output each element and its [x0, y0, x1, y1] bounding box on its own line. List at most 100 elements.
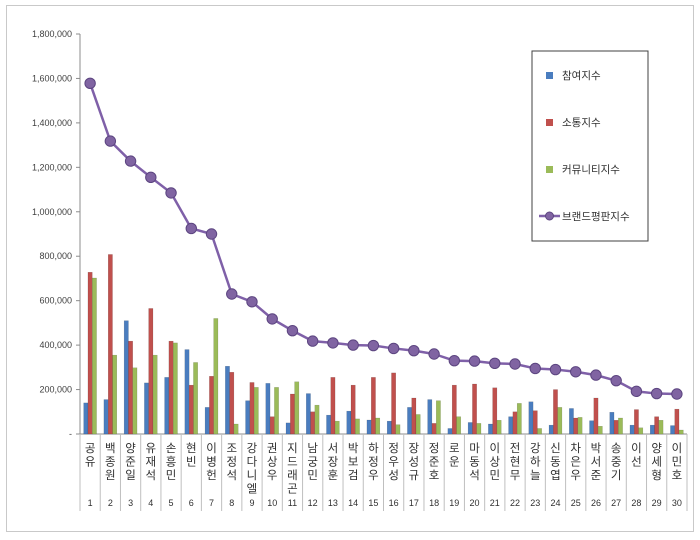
bar-3 — [375, 417, 381, 435]
line-point — [468, 355, 481, 367]
line-point — [104, 135, 117, 147]
bar-2 — [269, 416, 275, 435]
line-point — [84, 77, 96, 90]
bar-2 — [512, 411, 518, 435]
rank-label: 6 — [189, 498, 194, 508]
bar-1 — [609, 412, 615, 435]
bar-3 — [92, 277, 97, 435]
bar-2 — [634, 409, 639, 435]
bar-1 — [407, 407, 412, 435]
rank-label: 11 — [288, 498, 297, 508]
rank-label: 25 — [571, 498, 581, 508]
bar-1 — [225, 366, 230, 435]
bar-1 — [306, 393, 311, 435]
chart-frame: - 200,000 400,000 600,000 800,000 1,000,000 1,… — [6, 5, 694, 532]
rank-label: 13 — [328, 498, 338, 508]
bar-2 — [350, 384, 356, 435]
bar-2 — [87, 272, 93, 435]
bar-1 — [285, 422, 291, 435]
line-point — [428, 348, 440, 360]
bar-1 — [366, 419, 372, 435]
bar-2 — [148, 308, 154, 435]
bar-3 — [496, 420, 502, 435]
line-point — [367, 339, 380, 352]
bar-2 — [573, 417, 579, 435]
bar-2 — [209, 376, 214, 435]
bar-2 — [411, 397, 417, 435]
line-point — [165, 187, 177, 199]
line-point — [266, 313, 278, 325]
rank-label: 17 — [409, 498, 419, 508]
rank-label: 22 — [510, 498, 520, 508]
bar-3 — [678, 429, 684, 435]
bar-3 — [233, 423, 239, 435]
bar-2 — [613, 420, 619, 435]
bar-1 — [265, 383, 271, 435]
bar-3 — [456, 416, 461, 435]
bar-3 — [193, 362, 198, 435]
bar-3 — [476, 423, 482, 435]
bar-1 — [103, 399, 109, 435]
bar-3 — [618, 417, 623, 435]
line-point — [347, 339, 359, 351]
y-tick-label: 1,800,000 — [32, 29, 72, 39]
bar-2 — [290, 393, 295, 435]
legend-label: 소통지수 — [562, 117, 601, 129]
bar-1 — [569, 408, 574, 435]
rank-label: 28 — [631, 498, 641, 508]
bar-3 — [314, 404, 320, 435]
rank-label: 9 — [249, 498, 254, 508]
line-point — [286, 324, 299, 337]
bar-3 — [577, 417, 583, 435]
rank-label: 14 — [348, 498, 358, 508]
bar-2 — [472, 383, 477, 435]
bar-3 — [415, 414, 421, 435]
rank-label: 12 — [308, 498, 318, 508]
bar-2 — [451, 384, 457, 435]
legend-swatch — [546, 72, 553, 79]
brand-reputation-chart: - 200,000 400,000 600,000 800,000 1,000,000 1,… — [32, 29, 688, 511]
bar-3 — [152, 354, 158, 435]
y-tick-label: 1,600,000 — [32, 73, 72, 83]
line-point — [226, 288, 238, 300]
rank-label: 4 — [148, 498, 153, 508]
bar-1 — [629, 424, 635, 435]
line-point — [610, 374, 622, 387]
line-point — [590, 369, 602, 381]
bar-3 — [112, 354, 118, 435]
bar-2 — [229, 372, 235, 435]
bar-2 — [371, 377, 376, 435]
bar-1 — [144, 382, 149, 435]
legend-swatch — [546, 119, 553, 126]
legend-box — [531, 50, 649, 242]
bar-3 — [516, 403, 522, 435]
line-point — [650, 387, 663, 400]
line-point — [205, 228, 218, 240]
bar-3 — [658, 420, 664, 435]
bar-1 — [164, 377, 170, 435]
bar-3 — [213, 318, 219, 435]
bar-1 — [488, 423, 493, 435]
line-point — [327, 337, 339, 349]
bar-2 — [492, 387, 498, 435]
bar-2 — [654, 416, 660, 435]
rank-label: 29 — [652, 498, 662, 508]
bar-1 — [386, 420, 392, 435]
bar-1 — [548, 424, 554, 435]
rank-label: 19 — [449, 498, 459, 508]
bar-2 — [310, 411, 316, 435]
bar-1 — [83, 402, 89, 435]
bar-2 — [391, 372, 396, 435]
line-point — [387, 342, 400, 355]
